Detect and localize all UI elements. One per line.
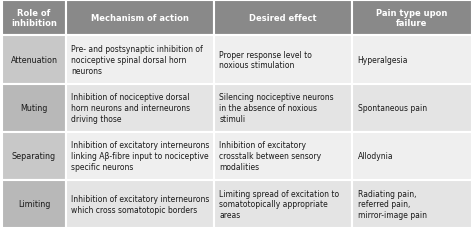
Bar — [2, 36, 66, 84]
Bar — [66, 1, 213, 36]
Bar — [352, 180, 472, 228]
Text: Separating: Separating — [12, 152, 56, 161]
Text: Limiting spread of excitation to
somatotopically appropriate
areas: Limiting spread of excitation to somatot… — [219, 189, 339, 219]
Text: Inhibition of excitatory interneurons
which cross somatotopic borders: Inhibition of excitatory interneurons wh… — [72, 194, 210, 214]
Bar — [2, 180, 66, 228]
Bar — [66, 84, 213, 132]
Bar — [213, 36, 352, 84]
Text: Hyperalgesia: Hyperalgesia — [357, 56, 408, 65]
Bar — [2, 84, 66, 132]
Bar — [66, 180, 213, 228]
Text: Spontaneous pain: Spontaneous pain — [357, 104, 427, 113]
Text: Proper response level to
noxious stimulation: Proper response level to noxious stimula… — [219, 50, 312, 70]
Bar — [213, 84, 352, 132]
Bar — [2, 1, 66, 36]
Bar — [352, 1, 472, 36]
Bar — [2, 132, 66, 180]
Text: Silencing nociceptive neurons
in the absence of noxious
stimuli: Silencing nociceptive neurons in the abs… — [219, 93, 334, 123]
Text: Attenuation: Attenuation — [10, 56, 57, 65]
Text: Pre- and postsynaptic inhibition of
nociceptive spinal dorsal horn
neurons: Pre- and postsynaptic inhibition of noci… — [72, 45, 203, 75]
Text: Mechanism of action: Mechanism of action — [91, 14, 189, 23]
Text: Inhibition of excitatory interneurons
linking Aβ-fibre input to nociceptive
spec: Inhibition of excitatory interneurons li… — [72, 141, 210, 171]
Bar — [213, 180, 352, 228]
Text: Muting: Muting — [20, 104, 48, 113]
Bar — [66, 132, 213, 180]
Text: Radiating pain,
referred pain,
mirror-image pain: Radiating pain, referred pain, mirror-im… — [357, 189, 427, 219]
Text: Pain type upon
failure: Pain type upon failure — [376, 9, 447, 28]
Text: Inhibition of nociceptive dorsal
horn neurons and interneurons
driving those: Inhibition of nociceptive dorsal horn ne… — [72, 93, 191, 123]
Bar — [213, 1, 352, 36]
Text: Inhibition of excitatory
crosstalk between sensory
modalities: Inhibition of excitatory crosstalk betwe… — [219, 141, 321, 171]
Bar — [352, 132, 472, 180]
Bar — [66, 36, 213, 84]
Text: Desired effect: Desired effect — [249, 14, 317, 23]
Bar — [352, 84, 472, 132]
Text: Allodynia: Allodynia — [357, 152, 393, 161]
Bar — [352, 36, 472, 84]
Text: Limiting: Limiting — [18, 199, 50, 208]
Bar — [213, 132, 352, 180]
Text: Role of
inhibition: Role of inhibition — [11, 9, 57, 28]
